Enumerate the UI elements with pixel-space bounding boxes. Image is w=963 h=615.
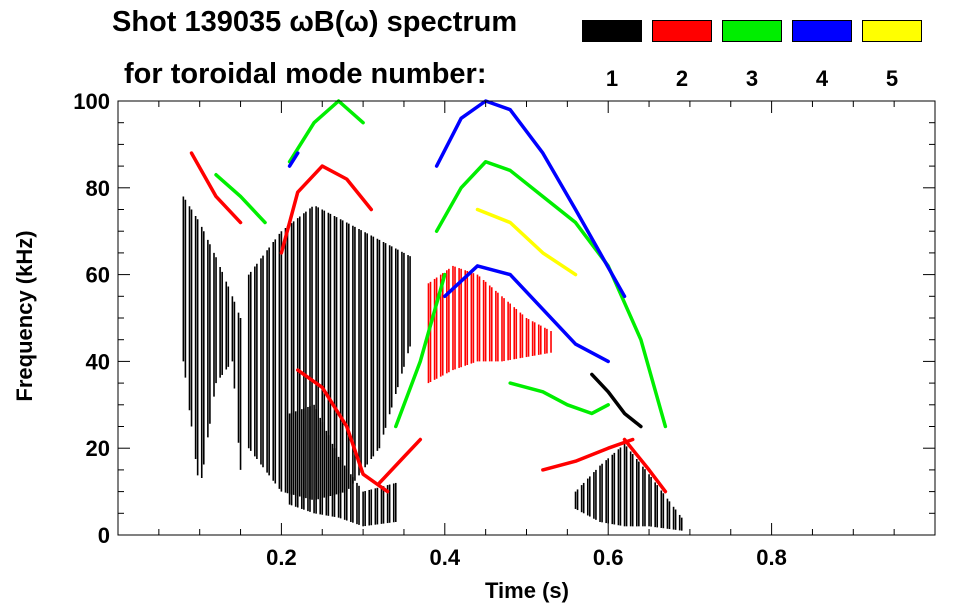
mode-line: [434, 99, 627, 299]
x-tick-label: 0.8: [756, 545, 787, 570]
y-axis-label: Frequency (kHz): [12, 230, 37, 401]
series-2-mode-1: [288, 404, 397, 527]
mode-line: [214, 173, 267, 225]
legend-swatch-mode-3: [722, 20, 782, 42]
y-tick-label: 40: [86, 349, 110, 374]
series-8-mode-2: [377, 437, 423, 485]
series-11-mode-2: [622, 437, 668, 494]
series-3-mode-1: [574, 443, 683, 531]
series-18-mode-4: [434, 99, 627, 299]
series-16-mode-3: [508, 381, 610, 416]
series-14-mode-3: [394, 272, 447, 429]
y-tick-label: 100: [73, 89, 110, 114]
mode-line: [279, 164, 374, 255]
mode-line: [434, 160, 668, 429]
series-6-mode-2: [279, 164, 374, 255]
mode-line: [287, 151, 300, 168]
legend-label-mode-2: 2: [675, 66, 689, 91]
x-tick-label: 0.6: [593, 545, 624, 570]
mode-line: [475, 207, 578, 277]
legend-label-mode-1: 1: [605, 66, 619, 91]
legend-swatch-mode-4: [792, 20, 852, 42]
legend-swatch-mode-1: [582, 20, 642, 42]
series-12-mode-3: [214, 173, 267, 225]
legend-swatch-mode-5: [862, 20, 922, 42]
x-axis-label: Time (s): [485, 578, 569, 603]
axes: 0 20 40 60 80 100 0.2 0.4 0.6 0.8: [73, 89, 936, 570]
y-tick-label: 80: [86, 176, 110, 201]
series-20-mode-5: [475, 207, 578, 277]
mode-line: [287, 99, 365, 164]
y-tick-label: 20: [86, 436, 110, 461]
chart-title-line2: for toroidal mode number:: [124, 58, 487, 90]
x-tick-label: 0.2: [266, 545, 297, 570]
series-13-mode-3: [287, 99, 365, 164]
mode-line: [590, 372, 643, 429]
legend-swatch-mode-2: [652, 20, 712, 42]
legend-label-mode-4: 4: [815, 66, 829, 91]
mode-line: [394, 272, 447, 429]
mode-line: [622, 437, 668, 494]
mode-line: [443, 264, 610, 364]
plot-area: [182, 99, 683, 531]
y-tick-label: 0: [98, 523, 110, 548]
mode-line: [508, 381, 610, 416]
legend-label-mode-3: 3: [745, 66, 759, 91]
series-1-mode-1: [247, 206, 411, 500]
mode-line: [295, 368, 390, 494]
legend-label-mode-5: 5: [885, 66, 899, 91]
series-0-mode-1: [182, 196, 242, 479]
series-4-mode-1: [590, 372, 643, 429]
mode-line: [541, 437, 635, 472]
series-19-mode-4: [443, 264, 610, 364]
series-10-mode-2: [541, 437, 635, 472]
x-tick-label: 0.4: [430, 545, 461, 570]
mode-line: [377, 437, 423, 485]
y-tick-label: 60: [86, 263, 110, 288]
mode-line: [189, 151, 243, 225]
series-17-mode-4: [287, 151, 300, 168]
series-5-mode-2: [189, 151, 243, 225]
chart-title-line1: Shot 139035 ωB(ω) spectrum: [112, 6, 518, 38]
series-9-mode-2: [427, 265, 552, 384]
series-15-mode-3: [434, 160, 668, 429]
series-7-mode-2: [295, 368, 390, 494]
